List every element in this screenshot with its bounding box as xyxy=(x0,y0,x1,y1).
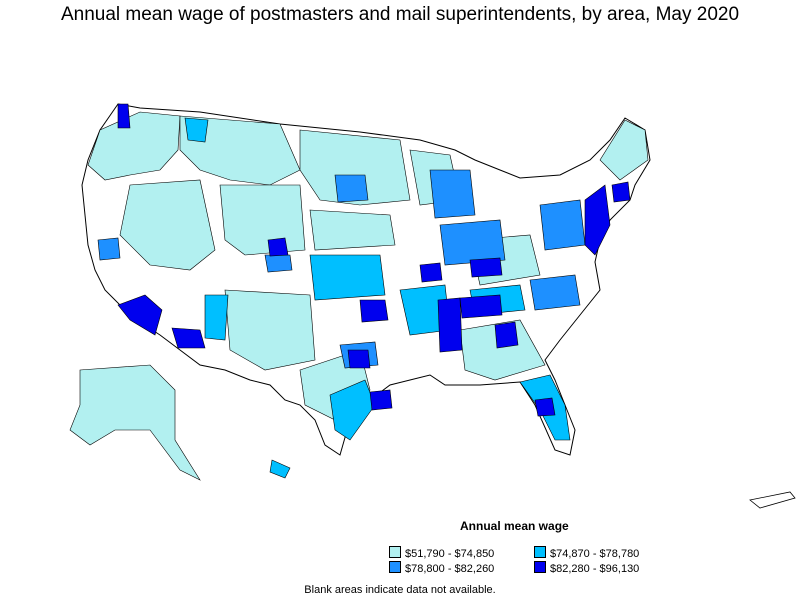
legend-item-range-4: $82,280 - $96,130 xyxy=(534,561,639,575)
region-houston xyxy=(369,389,393,411)
region-phoenix xyxy=(171,327,206,349)
region-central-plains xyxy=(309,254,386,301)
legend-item-range-1: $51,790 - $74,850 xyxy=(389,546,494,560)
map-title: Annual mean wage of postmasters and mail… xyxy=(60,4,740,25)
region-carolinas xyxy=(529,274,581,311)
region-mid-atlantic xyxy=(539,199,586,251)
legend-label-range-4: $82,280 - $96,130 xyxy=(550,563,640,575)
legend-swatch-range-1 xyxy=(389,546,401,558)
region-wyoming-colorado xyxy=(219,184,306,256)
region-southwest xyxy=(224,289,316,371)
region-denver xyxy=(267,237,289,257)
region-atlanta xyxy=(494,321,519,349)
region-minnesota-north xyxy=(334,174,369,203)
region-hawaii xyxy=(269,459,291,479)
region-nebraska xyxy=(309,209,396,251)
region-tampa xyxy=(534,397,556,417)
region-alaska xyxy=(69,364,201,481)
range-2-regions xyxy=(184,117,571,479)
region-northeast-corridor xyxy=(584,184,611,256)
footnote: Blank areas indicate data not available. xyxy=(304,584,496,596)
range-3-regions xyxy=(97,169,586,369)
region-dallas xyxy=(347,349,371,369)
region-memphis-mississippi xyxy=(437,297,463,353)
region-northern-plains xyxy=(299,129,411,206)
legend-swatch-range-3 xyxy=(389,561,401,573)
region-great-basin xyxy=(119,179,216,271)
region-ohio xyxy=(469,257,503,278)
region-gulf-coast xyxy=(329,379,376,441)
legend-item-range-2: $74,870 - $78,780 xyxy=(534,546,639,560)
region-tennessee xyxy=(459,294,503,319)
legend-swatch-range-2 xyxy=(534,546,546,558)
region-northern-rockies xyxy=(179,115,301,186)
region-southern-california xyxy=(117,294,163,336)
region-arizona-west xyxy=(204,294,229,341)
region-midwest-core xyxy=(439,219,506,266)
legend-swatch-range-4 xyxy=(534,561,546,573)
legend-label-range-2: $74,870 - $78,780 xyxy=(550,548,640,560)
region-seattle xyxy=(117,103,131,129)
region-new-england xyxy=(599,119,649,181)
legend-label-range-1: $51,790 - $74,850 xyxy=(405,548,495,560)
territory-outline xyxy=(749,491,796,509)
legend-item-range-3: $78,800 - $82,260 xyxy=(389,561,494,575)
region-st-louis xyxy=(419,262,443,283)
region-southeast xyxy=(459,319,546,381)
region-oklahoma-arkansas xyxy=(359,299,389,323)
region-northern-california xyxy=(97,237,121,261)
range-4-regions xyxy=(117,103,631,417)
legend-title: Annual mean wage xyxy=(460,519,569,533)
region-pacific-northwest xyxy=(87,111,181,181)
region-kansas-city xyxy=(264,254,293,273)
region-boston xyxy=(611,181,631,203)
legend-label-range-3: $78,800 - $82,260 xyxy=(405,563,495,575)
region-montana-west xyxy=(184,117,209,143)
region-wisconsin-michigan xyxy=(429,169,476,219)
